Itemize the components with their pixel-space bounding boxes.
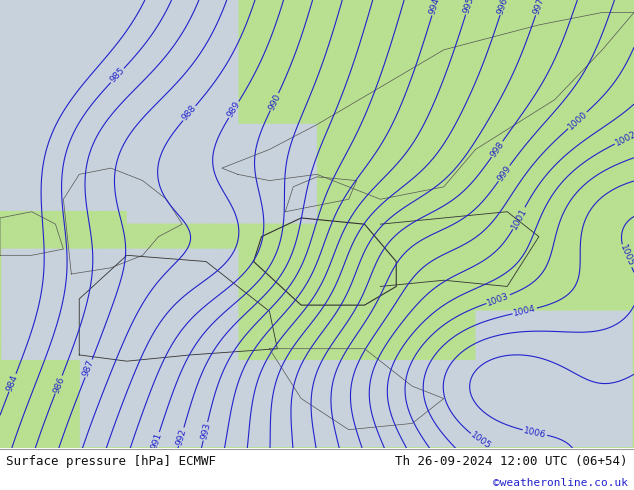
Text: 1000: 1000 bbox=[566, 109, 589, 131]
Text: 996: 996 bbox=[496, 0, 510, 15]
Text: 988: 988 bbox=[180, 104, 198, 122]
Text: 998: 998 bbox=[489, 140, 506, 159]
Text: 989: 989 bbox=[226, 100, 242, 120]
Text: 1002: 1002 bbox=[614, 129, 634, 147]
Text: 1005: 1005 bbox=[469, 431, 493, 452]
Text: 985: 985 bbox=[108, 66, 127, 85]
Text: 993: 993 bbox=[199, 422, 212, 441]
Text: 987: 987 bbox=[81, 359, 96, 378]
Text: 997: 997 bbox=[532, 0, 546, 16]
Text: 986: 986 bbox=[51, 375, 66, 394]
Text: 1005: 1005 bbox=[618, 244, 634, 269]
Text: ©weatheronline.co.uk: ©weatheronline.co.uk bbox=[493, 477, 628, 488]
Text: 991: 991 bbox=[150, 432, 164, 451]
Text: 1001: 1001 bbox=[510, 206, 528, 231]
Text: 994: 994 bbox=[428, 0, 441, 16]
Text: 1006: 1006 bbox=[522, 426, 547, 440]
Text: Surface pressure [hPa] ECMWF: Surface pressure [hPa] ECMWF bbox=[6, 455, 216, 468]
Text: 990: 990 bbox=[267, 92, 282, 112]
Text: 999: 999 bbox=[495, 164, 513, 183]
Text: Th 26-09-2024 12:00 UTC (06+54): Th 26-09-2024 12:00 UTC (06+54) bbox=[395, 455, 628, 468]
Text: 1003: 1003 bbox=[486, 291, 510, 307]
Text: 1004: 1004 bbox=[512, 304, 537, 318]
Text: 995: 995 bbox=[462, 0, 476, 15]
Text: 984: 984 bbox=[5, 373, 20, 392]
Text: 992: 992 bbox=[174, 427, 188, 446]
